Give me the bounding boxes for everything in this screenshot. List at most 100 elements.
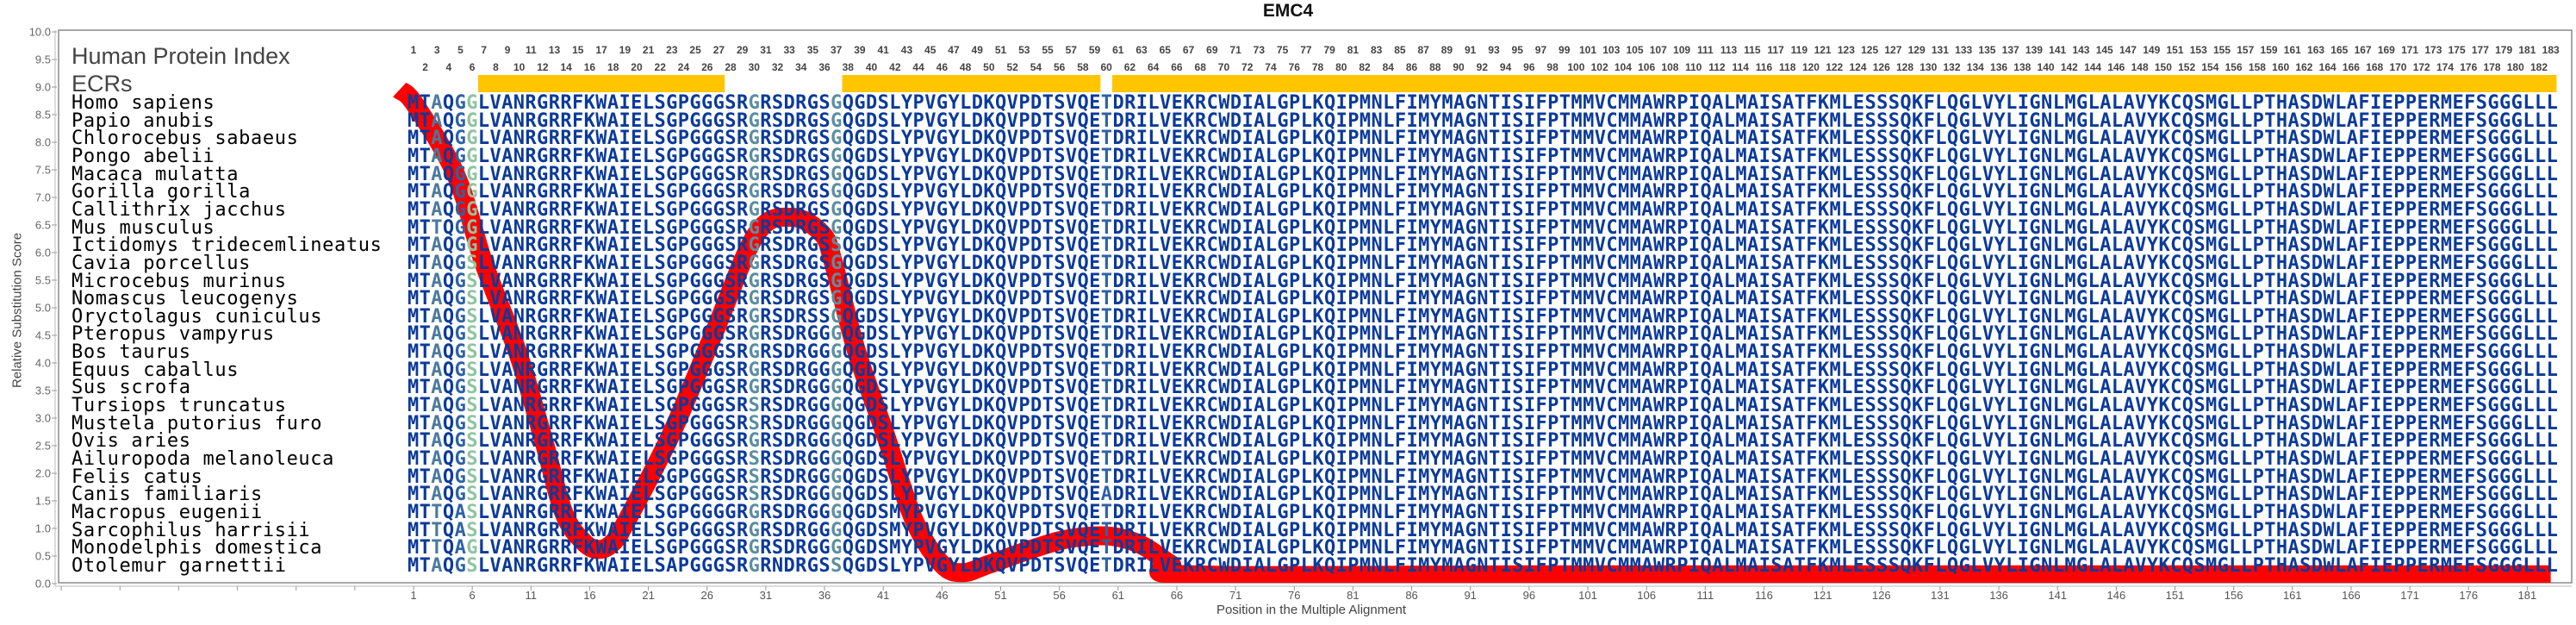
residue: S: [1054, 198, 1066, 221]
residue: P: [1677, 198, 1689, 221]
residue: G: [831, 305, 843, 328]
residue: S: [466, 288, 478, 310]
residue: D: [1030, 412, 1042, 434]
residue: C: [1206, 288, 1219, 310]
residue: I: [2017, 484, 2030, 506]
residue: S: [877, 323, 890, 346]
residue: S: [1876, 305, 1888, 328]
residue: I: [1758, 430, 1771, 453]
residue: S: [2193, 466, 2206, 488]
residue: K: [1312, 163, 1324, 185]
residue: F: [2464, 359, 2476, 381]
residue: R: [760, 270, 772, 292]
residue: L: [1265, 448, 1278, 470]
position-index-label: 118: [1779, 61, 1796, 73]
residue: I: [619, 128, 632, 150]
residue: F: [571, 377, 584, 399]
residue: P: [677, 448, 690, 470]
residue: K: [2158, 466, 2171, 488]
residue: Q: [1700, 430, 1713, 453]
residue: S: [1876, 92, 1888, 114]
residue: M: [1441, 466, 1454, 488]
residue: K: [1312, 92, 1324, 114]
residue: R: [2429, 252, 2441, 274]
residue: T: [419, 181, 432, 203]
residue: V: [489, 92, 502, 114]
residue: S: [877, 484, 890, 506]
residue: E: [1089, 145, 1101, 167]
y-tick-label: 3.5: [34, 384, 51, 397]
residue: K: [583, 109, 596, 132]
residue: L: [1383, 466, 1395, 488]
residue: G: [537, 501, 549, 523]
residue: R: [548, 484, 561, 506]
residue: A: [2346, 448, 2359, 470]
residue: T: [419, 501, 432, 523]
residue: L: [1841, 412, 1853, 434]
position-index-label: 77: [1300, 44, 1312, 56]
residue: E: [2417, 377, 2430, 399]
residue: R: [548, 216, 561, 239]
residue: L: [1148, 430, 1160, 453]
residue: Q: [995, 305, 1007, 328]
residue: V: [2135, 412, 2147, 434]
residue: L: [2052, 270, 2065, 292]
residue: Y: [900, 288, 913, 310]
residue: A: [1782, 92, 1795, 114]
residue: M: [1629, 323, 1642, 346]
residue: W: [2323, 92, 2336, 114]
residue: F: [1923, 181, 1936, 203]
residue: S: [654, 448, 667, 470]
residue: E: [2452, 163, 2465, 185]
residue: M: [1571, 448, 1584, 470]
residue: L: [2052, 377, 2065, 399]
residue: K: [1183, 92, 1195, 114]
residue: G: [936, 430, 949, 453]
residue: D: [1229, 216, 1242, 239]
residue: G: [831, 163, 843, 185]
residue: P: [1289, 395, 1301, 417]
residue: G: [689, 288, 702, 310]
residue: G: [666, 92, 678, 114]
residue: G: [689, 216, 702, 239]
residue: L: [960, 163, 972, 185]
residue: G: [537, 109, 549, 132]
residue: K: [583, 288, 596, 310]
residue: T: [1100, 466, 1113, 488]
residue: S: [2475, 430, 2488, 453]
residue: P: [677, 305, 690, 328]
residue: M: [2206, 92, 2218, 114]
residue: L: [1300, 305, 1313, 328]
residue: A: [1641, 484, 1653, 506]
residue: D: [1229, 359, 1242, 381]
residue: V: [489, 341, 502, 364]
residue: L: [2546, 412, 2559, 434]
residue: R: [548, 252, 561, 274]
residue: G: [831, 359, 843, 381]
residue: T: [1794, 377, 1807, 399]
residue: S: [654, 395, 667, 417]
residue: R: [525, 288, 538, 310]
residue: I: [1136, 128, 1148, 150]
residue: D: [971, 448, 984, 470]
residue: S: [1888, 323, 1901, 346]
residue: P: [1347, 145, 1360, 167]
residue: G: [689, 270, 702, 292]
residue: S: [877, 430, 890, 453]
residue: A: [1453, 359, 1465, 381]
residue: G: [666, 323, 678, 346]
residue: F: [1394, 181, 1407, 203]
residue: L: [1723, 252, 1736, 274]
residue: Y: [900, 305, 913, 328]
residue: L: [2088, 305, 2100, 328]
residue: G: [748, 92, 761, 114]
residue: G: [2075, 466, 2088, 488]
residue: C: [2170, 305, 2182, 328]
residue: W: [595, 448, 607, 470]
residue: L: [642, 430, 655, 453]
residue: I: [1758, 92, 1771, 114]
residue: S: [1770, 109, 1783, 132]
residue: L: [889, 92, 901, 114]
residue: F: [1806, 484, 1818, 506]
residue: C: [2170, 145, 2182, 167]
